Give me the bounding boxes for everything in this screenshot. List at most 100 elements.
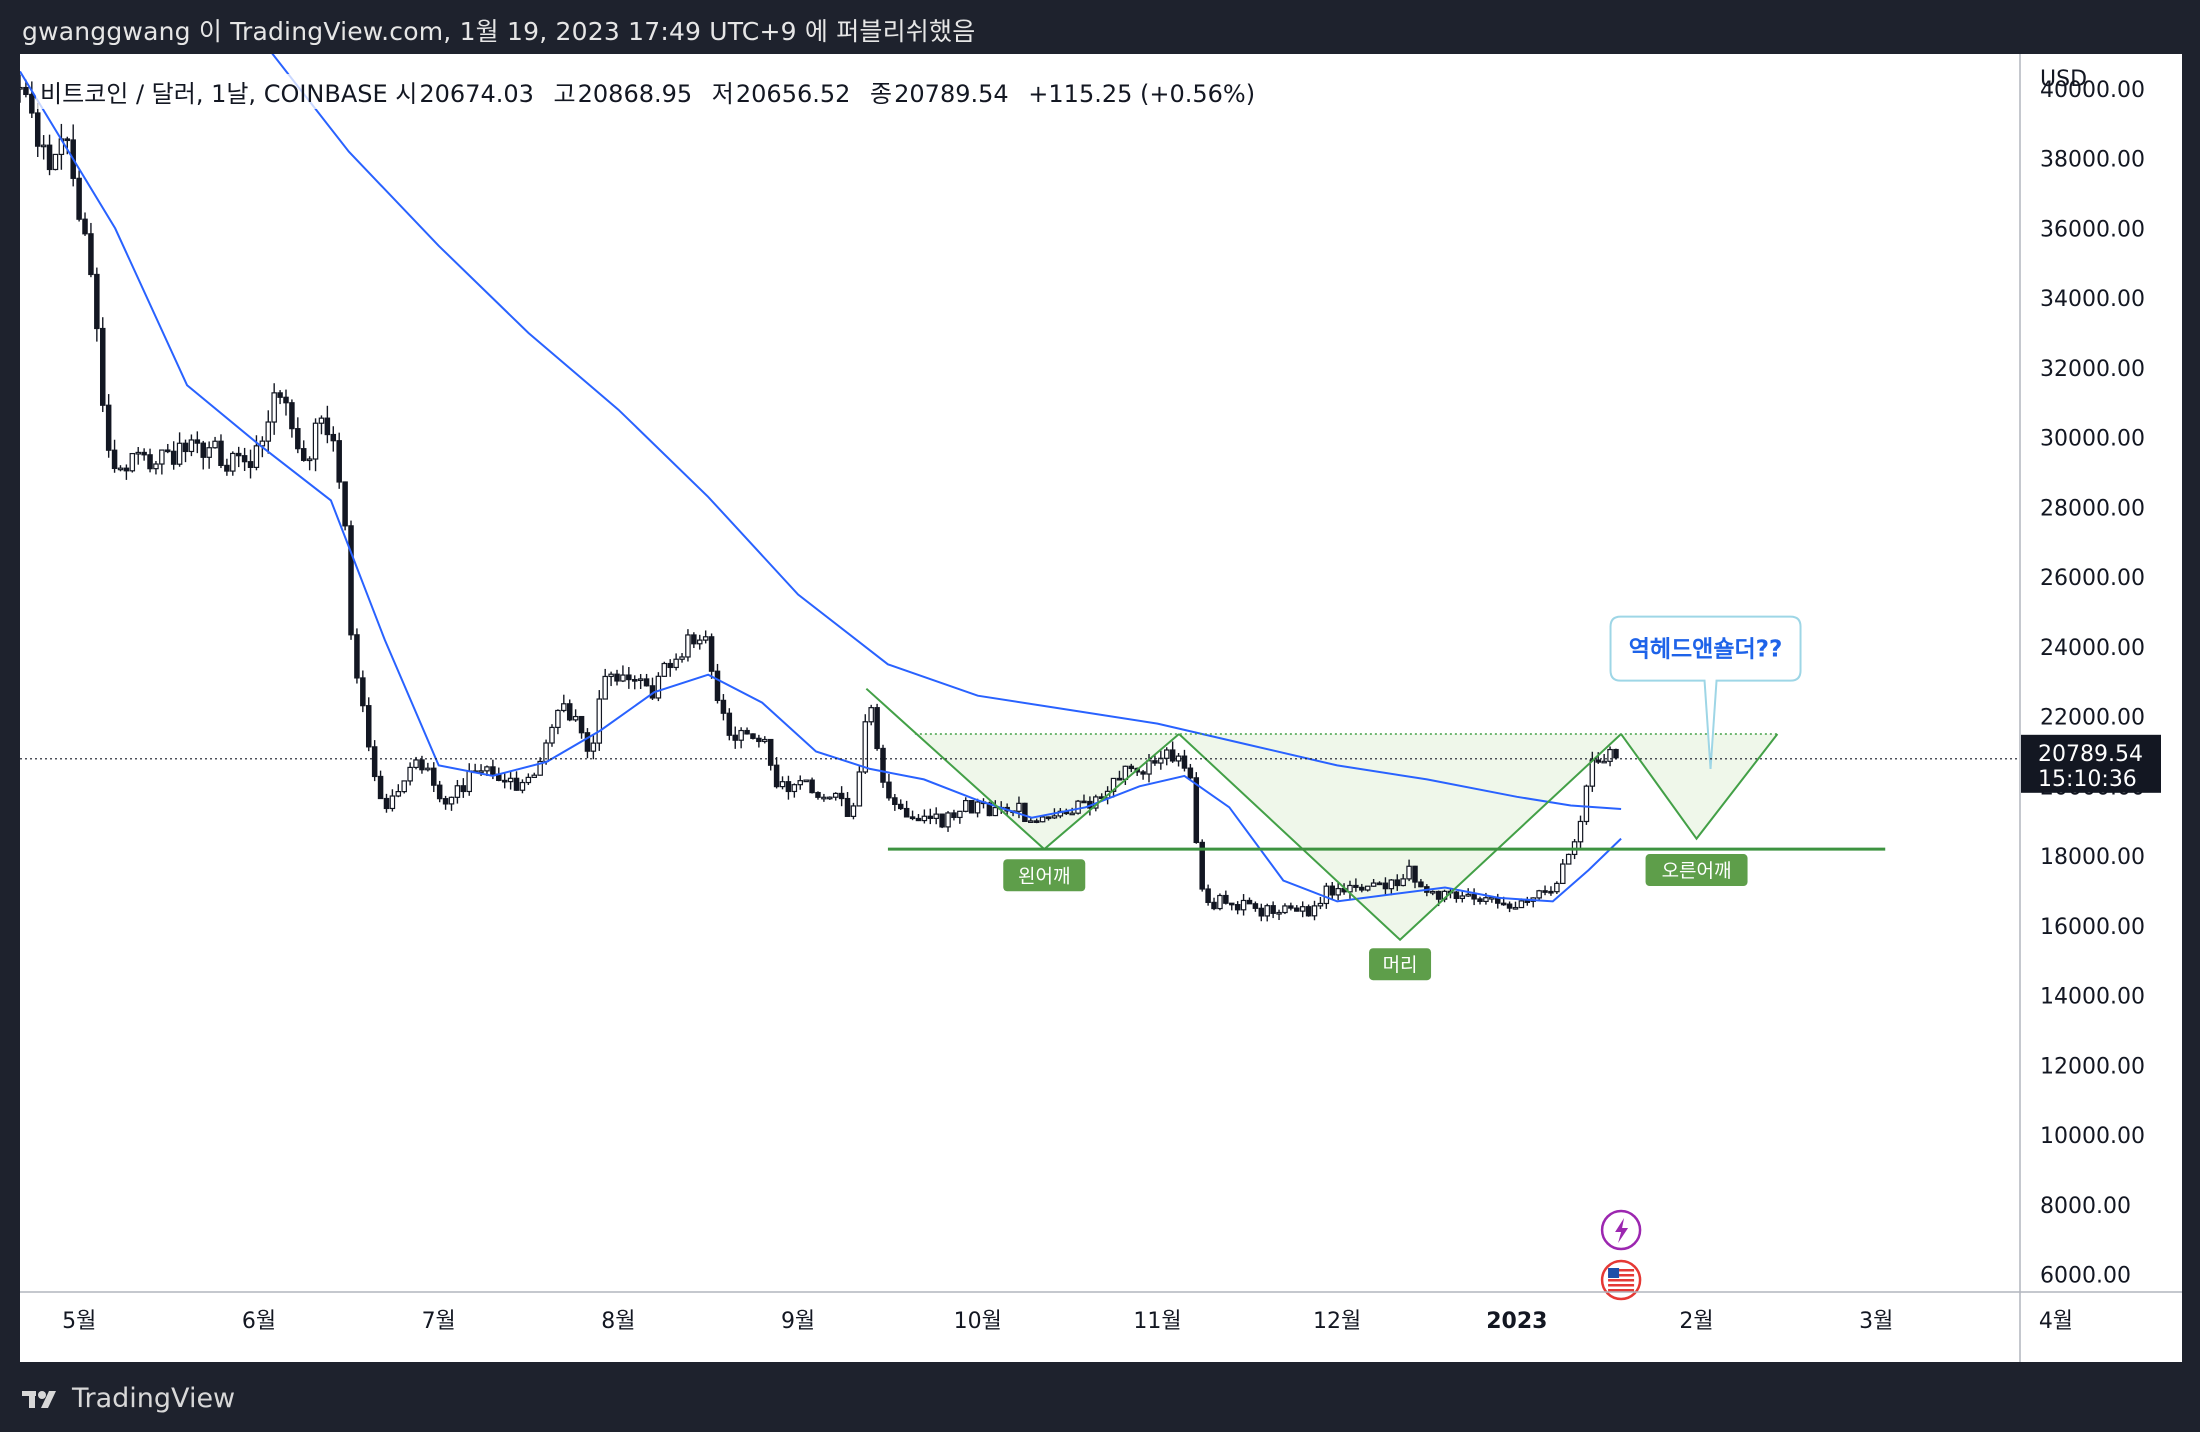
candle-body (756, 737, 762, 743)
candle-body (1364, 885, 1371, 891)
candle (401, 780, 407, 794)
candle (360, 670, 366, 713)
candle-body (1536, 890, 1542, 899)
candle (1311, 900, 1318, 921)
candle-body (915, 817, 922, 822)
candle-body (401, 780, 407, 793)
candle (809, 777, 815, 794)
candle-body (667, 662, 673, 669)
y-tick-label: 26000.00 (2040, 566, 2145, 591)
candle (1607, 746, 1613, 767)
candle (578, 715, 585, 739)
candle (661, 661, 668, 677)
candle-body (1548, 890, 1554, 894)
top-bar: gwanggwang 이 TradingView.com, 1월 19, 202… (0, 0, 2200, 56)
candle (631, 675, 638, 690)
symbol-legend: 비트코인 / 달러, 1날, COINBASE 시20674.03 고20868… (36, 74, 1260, 109)
candle (939, 813, 945, 829)
candle-body (1435, 890, 1442, 900)
candle-body (218, 440, 224, 467)
legend-close-label: 종 (870, 80, 893, 108)
candle (832, 792, 839, 801)
candle (880, 744, 886, 788)
candle-body (1453, 891, 1460, 900)
candle (945, 811, 951, 832)
candle (732, 726, 738, 749)
candle-body (1483, 897, 1489, 903)
candle (549, 724, 555, 747)
candle-body (673, 658, 679, 669)
candle-body (744, 729, 750, 735)
candle (330, 426, 337, 452)
candle-body (1205, 888, 1211, 904)
candle-body (1152, 760, 1158, 764)
candle-body (1305, 906, 1312, 917)
candle-body (1252, 903, 1259, 909)
candle (1075, 799, 1081, 815)
candle (159, 449, 165, 475)
candle-body (803, 779, 809, 783)
candle-body (1500, 902, 1507, 906)
flag-icon-canton (1608, 1268, 1620, 1278)
x-tick-label: 2023 (1486, 1309, 1547, 1334)
head-label-bg (1369, 948, 1432, 981)
candle (1359, 883, 1365, 893)
x-tick-label: 9월 (781, 1309, 815, 1334)
candle (691, 632, 697, 649)
candle-body (23, 86, 29, 96)
candle (974, 798, 981, 818)
candle-body (1565, 853, 1572, 865)
candle (247, 449, 254, 479)
candle (1394, 874, 1401, 891)
candle-body (76, 177, 82, 220)
legend-low: 20656.52 (735, 80, 851, 108)
candle (1069, 807, 1075, 816)
candle (1264, 903, 1270, 922)
candle (230, 451, 236, 476)
candle-body (880, 747, 886, 783)
candle (537, 757, 543, 776)
candle (750, 733, 756, 740)
candle-body (230, 452, 236, 472)
candle-body (992, 806, 999, 817)
candle-body (832, 792, 839, 798)
candle-body (419, 759, 425, 771)
candle-body (1388, 879, 1395, 890)
candle (82, 212, 88, 236)
chart-frame[interactable]: 왼어깨 머리 오른어깨 역헤드앤숄더?? USD 6000.00 8000.00 10000… (20, 54, 2182, 1362)
candle (1364, 885, 1371, 892)
x-tick-label: 8월 (601, 1309, 635, 1334)
candle (1512, 901, 1519, 910)
candle (348, 520, 354, 640)
candle-body (1512, 906, 1519, 910)
candle-body (377, 775, 384, 800)
candle (856, 766, 863, 807)
candle-body (785, 781, 792, 793)
candle (927, 808, 934, 825)
candle (1429, 890, 1436, 896)
candle (827, 796, 833, 800)
candle-body (1577, 820, 1584, 843)
candle (1477, 896, 1483, 905)
candle-body (720, 699, 727, 714)
candle-body (519, 781, 526, 791)
candle (1294, 905, 1300, 912)
candle-body (614, 673, 620, 682)
current-price-tag (2021, 734, 2161, 793)
candle (655, 672, 662, 702)
candle (968, 799, 975, 814)
candle-body (1282, 905, 1288, 914)
candle-body (732, 734, 738, 741)
candle-body (626, 674, 632, 681)
candle-body (147, 454, 153, 470)
candle (194, 431, 201, 454)
candle-body (117, 467, 124, 471)
y-tick-label: 12000.00 (2040, 1054, 2145, 1079)
candle-body (253, 445, 260, 468)
legend-high: 20868.95 (577, 80, 693, 108)
candle-body (750, 733, 756, 739)
candle-body (590, 742, 597, 752)
candle-body (815, 791, 821, 798)
legend-high-label: 고 (553, 80, 576, 108)
